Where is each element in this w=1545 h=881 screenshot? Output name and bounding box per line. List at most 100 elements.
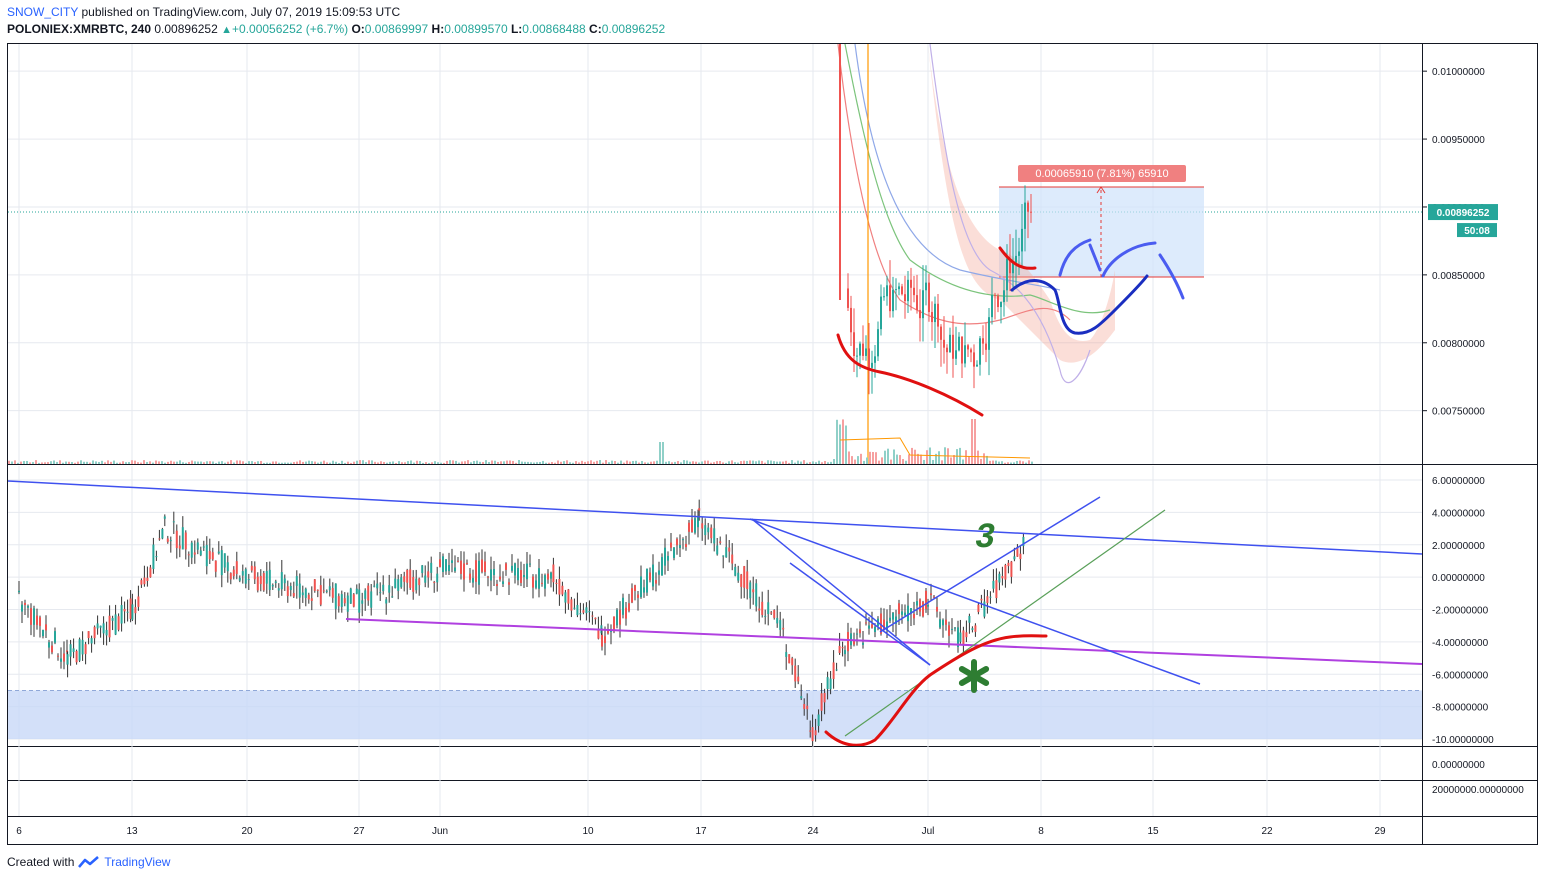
oscillator-pane[interactable]: 3 xyxy=(8,480,1422,751)
volume-bar xyxy=(236,460,238,464)
osc-candle-body xyxy=(803,704,806,709)
osc-candle-body xyxy=(820,693,823,711)
osc-candle-body xyxy=(658,570,660,575)
volume-bar xyxy=(47,462,49,464)
osc-candle-body xyxy=(298,583,301,598)
osc-candle-body xyxy=(588,611,591,613)
osc-candle-body xyxy=(166,538,169,542)
volume-bar xyxy=(593,461,595,464)
y-tick-label: 0.00850000 xyxy=(1432,271,1485,282)
volume-bar xyxy=(17,462,19,464)
author-link[interactable]: SNOW_CITY xyxy=(7,5,79,19)
osc-candle-body xyxy=(974,625,977,632)
osc-candle-body xyxy=(883,619,885,630)
osc-candle-body xyxy=(673,547,675,558)
osc-candle-body xyxy=(469,573,471,580)
volume-bar xyxy=(761,460,763,464)
osc-candle-body xyxy=(140,580,143,585)
x-tick-label: 15 xyxy=(1147,826,1159,837)
tradingview-logo-icon[interactable] xyxy=(78,855,100,869)
volume-bar xyxy=(764,462,766,464)
osc-candle-body xyxy=(977,604,980,612)
osc-candle-body xyxy=(280,572,283,590)
osc-candle-body xyxy=(18,590,20,593)
candle-body xyxy=(925,282,927,291)
volume-bar xyxy=(902,459,904,464)
osc-candle-body xyxy=(45,624,47,631)
osc-candle-body xyxy=(343,598,346,604)
osc-candle-body xyxy=(301,592,304,596)
volume-bar xyxy=(467,460,469,464)
osc-candle-body xyxy=(628,603,630,611)
volume-bar xyxy=(161,461,163,464)
candle-body xyxy=(988,317,990,350)
tradingview-brand[interactable]: TradingView xyxy=(104,855,171,869)
osc-candle-body xyxy=(971,628,974,630)
osc-candle-body xyxy=(415,578,418,591)
countdown-tag xyxy=(1457,223,1497,238)
volume-bar xyxy=(119,462,121,464)
last-price-label: 0.00896252 xyxy=(1437,208,1490,219)
candle-body xyxy=(1003,290,1005,303)
osc-candle-body xyxy=(910,608,912,614)
osc-candle-body xyxy=(634,585,636,591)
volume-bar xyxy=(473,460,475,464)
osc-candle-body xyxy=(585,607,588,614)
volume-bar xyxy=(938,451,940,464)
volume-bar xyxy=(35,460,37,464)
osc-candle-body xyxy=(202,546,205,548)
volume-bar xyxy=(254,462,256,464)
volume-bar xyxy=(464,461,466,464)
osc-candle-body xyxy=(1010,561,1013,577)
osc-candle-body xyxy=(862,642,864,645)
volume-bar xyxy=(362,460,364,464)
volume-bar xyxy=(521,461,523,464)
pane3-y-tick-label: 20000000.00000000 xyxy=(1432,785,1524,796)
osc-candle-body xyxy=(454,567,456,572)
volume-bar xyxy=(41,462,43,464)
osc-candle-body xyxy=(992,580,995,589)
volume-bar xyxy=(905,460,907,464)
candle-body xyxy=(1000,302,1002,308)
osc-candle-body xyxy=(916,601,918,606)
x-tick-label: 10 xyxy=(582,826,594,837)
osc-candle-body xyxy=(544,575,546,589)
volume-bar xyxy=(536,462,538,464)
candle-body xyxy=(967,345,969,350)
long-trendline xyxy=(8,480,1422,555)
osc-candle-body xyxy=(60,658,62,662)
volume-bar xyxy=(458,462,460,464)
volume-bar xyxy=(425,462,427,464)
volume-bar xyxy=(650,461,652,464)
ohlc-line: POLONIEX:XMRBTC, 240 0.00896252 ▲+0.0005… xyxy=(7,22,665,36)
volume-bar xyxy=(551,462,553,464)
volume-bar xyxy=(131,460,133,464)
countdown-label: 50:08 xyxy=(1464,226,1490,237)
volume-bar xyxy=(884,450,886,464)
osc-candle-body xyxy=(625,607,627,619)
volume-bar xyxy=(620,460,622,464)
price-pane[interactable]: 0.00065910 (7.81%) 65910 xyxy=(8,44,1422,464)
osc-candle-body xyxy=(558,578,561,595)
blue-stroke-2 xyxy=(1101,241,1157,278)
volume-bar xyxy=(191,460,193,464)
volume-bar xyxy=(410,460,412,464)
volume-bar xyxy=(815,462,817,464)
osc-candle-body xyxy=(1007,562,1010,567)
volume-bar xyxy=(257,461,259,464)
wave-3-label: 3 xyxy=(973,517,999,555)
volume-bar xyxy=(302,461,304,464)
osc-candle-body xyxy=(277,588,280,591)
volume-bar xyxy=(1013,462,1015,464)
volume-bar xyxy=(413,462,415,464)
osc-candle-body xyxy=(430,562,433,573)
candle-body xyxy=(856,355,858,357)
osc-candle-body xyxy=(235,561,238,574)
volume-bar xyxy=(128,462,130,464)
candle-body xyxy=(979,338,981,365)
osc-candle-body xyxy=(868,625,870,629)
volume-bar xyxy=(89,462,91,464)
osc-candle-body xyxy=(716,545,719,555)
volume-bar xyxy=(218,461,220,464)
